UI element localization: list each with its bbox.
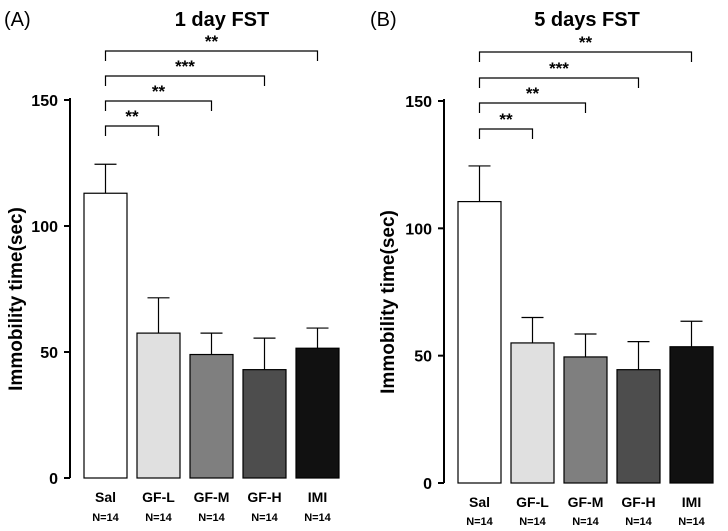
panel-b-category-label: GF-M — [568, 494, 604, 510]
panel-a-significance-bracket — [104, 50, 319, 61]
panel-a-y-tick-label: 150 — [31, 93, 58, 110]
panel-b-y-tick-label: 0 — [423, 476, 432, 493]
panel-b-n-label: N=14 — [519, 516, 546, 528]
panel-b-significance-bracket — [478, 102, 587, 113]
panel-b-significance-label: *** — [549, 59, 569, 78]
panel-b-y-tick-label: 100 — [405, 221, 432, 238]
panel-a-n-label: N=14 — [145, 512, 172, 524]
panel-b-category-label: GF-H — [621, 494, 655, 510]
panel-a-n-label: N=14 — [251, 512, 278, 524]
panel-b-y-tick-label: 50 — [414, 349, 432, 366]
panel-b-n-label: N=14 — [466, 516, 493, 528]
panel-b-significance-label: ** — [526, 84, 540, 103]
panel-b-n-label: N=14 — [625, 516, 652, 528]
panel-a-category-label: Sal — [95, 489, 116, 505]
panel-a-significance-bracket — [104, 125, 160, 136]
panel-a-n-label: N=14 — [304, 512, 331, 524]
panel-a-bar-gf-h — [242, 369, 287, 479]
panel-b-title: 5 days FST — [534, 9, 640, 31]
panel-a-category-label: GF-L — [142, 489, 175, 505]
panel-a-significance-bracket — [104, 100, 213, 111]
panel-a-title: 1 day FST — [175, 9, 269, 31]
panel-a-category-label: GF-M — [194, 489, 230, 505]
panel-a-significance-label: ** — [205, 32, 219, 51]
panel-a-label: (A) — [4, 9, 31, 31]
panel-a-significance-bracket — [104, 75, 266, 86]
panel-a-bar-sal — [83, 192, 128, 479]
panel-a-significance-label: *** — [175, 57, 195, 76]
panel-b-category-label: GF-L — [516, 494, 549, 510]
panel-b-bar-imi — [669, 346, 714, 484]
panel-b-bar-sal — [457, 200, 502, 484]
panel-a-significance-label: ** — [152, 82, 166, 101]
panel-b-y-tick-label: 150 — [405, 94, 432, 111]
panel-b-y-axis-label: Immobility time(sec) — [378, 210, 399, 394]
panel-a-n-label: N=14 — [92, 512, 119, 524]
panel-a-n-label: N=14 — [198, 512, 225, 524]
panel-a-y-tick-label: 0 — [49, 471, 58, 488]
panel-b-significance-label: ** — [499, 110, 513, 129]
panel-a-significance-label: ** — [125, 107, 139, 126]
panel-b-bar-gf-m — [563, 356, 608, 484]
panel-b-significance-bracket — [478, 128, 534, 139]
panel-a-y-tick-label: 50 — [40, 345, 58, 362]
panel-b-significance-label: ** — [579, 33, 593, 52]
panel-b-significance-bracket — [478, 51, 693, 62]
panel-a-y-axis-label: Immobility time(sec) — [6, 207, 27, 391]
panel-a-category-label: IMI — [308, 489, 327, 505]
panel-b-n-label: N=14 — [572, 516, 599, 528]
panel-a-y-tick-label: 100 — [31, 219, 58, 236]
panel-b-n-label: N=14 — [678, 516, 705, 528]
panel-b-label: (B) — [370, 9, 397, 31]
panel-b-category-label: IMI — [682, 494, 701, 510]
panel-b-bar-gf-h — [616, 369, 661, 484]
panel-b-category-label: Sal — [469, 494, 490, 510]
panel-b-significance-bracket — [478, 77, 640, 88]
panel-a-category-label: GF-H — [247, 489, 281, 505]
panel-b-bar-gf-l — [510, 342, 555, 484]
panel-a-bar-imi — [295, 347, 340, 479]
panel-a-bar-gf-m — [189, 353, 234, 479]
panel-a-bar-gf-l — [136, 332, 181, 479]
